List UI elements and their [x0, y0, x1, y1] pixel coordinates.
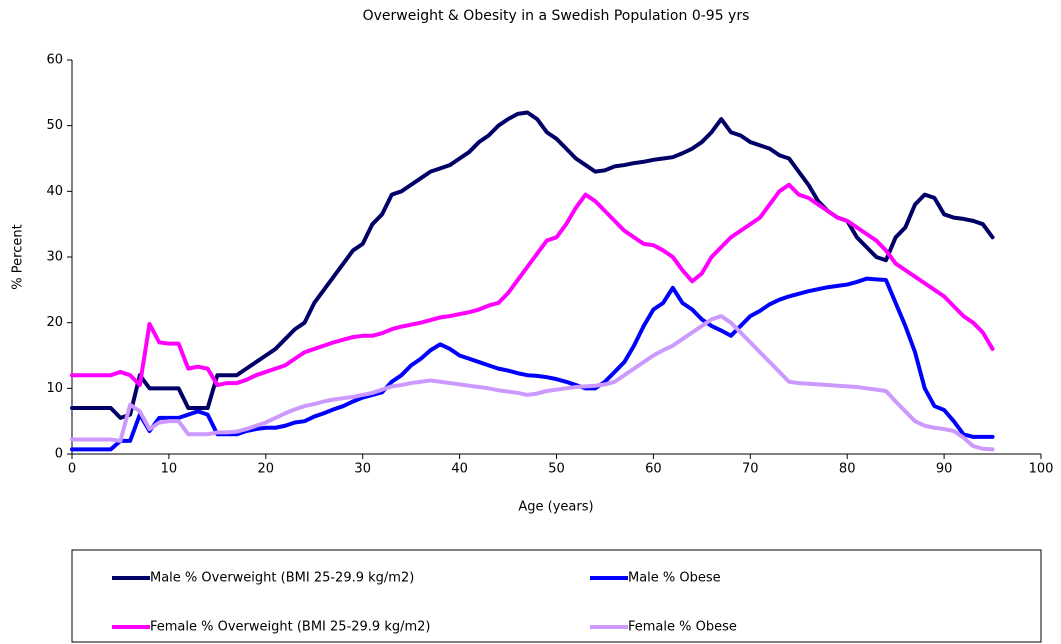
x-tick-label: 60: [645, 462, 662, 477]
y-tick-label: 10: [46, 381, 63, 396]
chart-title: Overweight & Obesity in a Swedish Popula…: [363, 8, 750, 24]
x-axis-label: Age (years): [518, 500, 593, 515]
x-tick-label: 90: [936, 462, 953, 477]
legend-label: Male % Obese: [628, 571, 721, 586]
y-tick-label: 20: [46, 315, 63, 330]
series-line: [70, 314, 995, 452]
y-axis-label: % Percent: [11, 224, 26, 289]
x-tick-label: 30: [354, 462, 371, 477]
x-tick-label: 10: [161, 462, 178, 477]
x-tick-label: 70: [742, 462, 759, 477]
x-tick-label: 50: [548, 462, 565, 477]
x-tick-label: 100: [1029, 462, 1054, 477]
y-tick-label: 30: [46, 250, 63, 265]
y-tick-label: 60: [46, 53, 63, 68]
legend-label: Female % Obese: [628, 620, 737, 635]
y-tick-label: 50: [46, 118, 63, 133]
legend-label: Female % Overweight (BMI 25-29.9 kg/m2): [150, 620, 431, 635]
legend-label: Male % Overweight (BMI 25-29.9 kg/m2): [150, 571, 414, 586]
x-tick-label: 0: [68, 462, 76, 477]
y-tick-label: 40: [46, 184, 63, 199]
y-tick-label: 0: [55, 447, 63, 462]
x-tick-label: 20: [258, 462, 275, 477]
series-line: [70, 182, 995, 388]
series-line: [70, 276, 995, 452]
legend-box: [71, 549, 1042, 643]
x-tick-label: 80: [839, 462, 856, 477]
x-tick-label: 40: [451, 462, 468, 477]
